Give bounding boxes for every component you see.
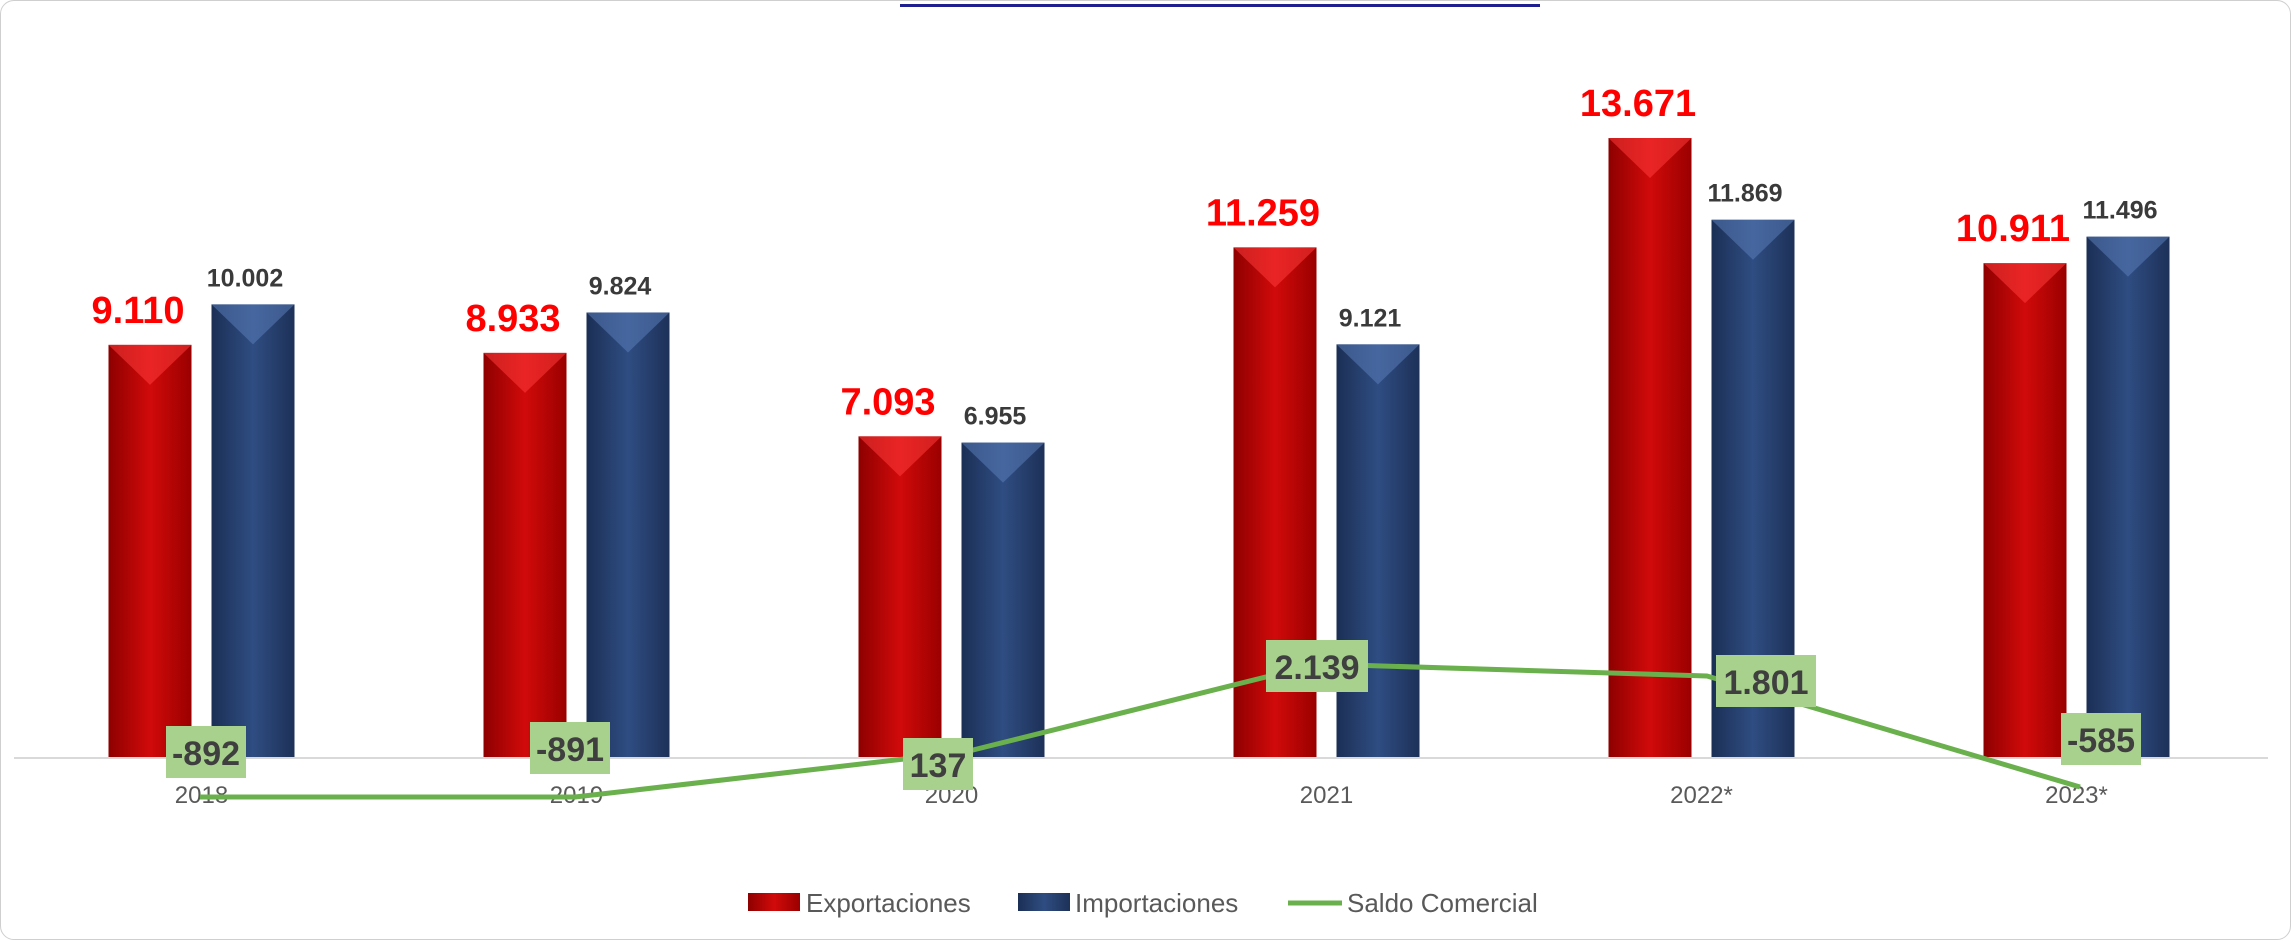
bar-exportaciones-2020 xyxy=(858,436,942,758)
bar-importaciones-bevel xyxy=(586,312,670,353)
saldo-label: -891 xyxy=(530,722,610,774)
bar-exportaciones-bevel xyxy=(1233,247,1317,288)
legend-swatch-importaciones xyxy=(1018,893,1070,911)
saldo-label-box xyxy=(2061,713,2141,765)
data-label-importaciones: 11.869 xyxy=(1707,180,1782,208)
legend-item-exportaciones: Exportaciones xyxy=(748,888,971,918)
saldo-label-text: 137 xyxy=(910,747,967,785)
saldo-label-text: 2.139 xyxy=(1274,649,1359,687)
bar-importaciones-bevel xyxy=(1711,219,1795,260)
bar-exportaciones-bevel xyxy=(1983,263,2067,304)
data-label-importaciones: 10.002 xyxy=(207,264,283,292)
saldo-label-text: -585 xyxy=(2067,722,2135,760)
bar-importaciones-2020 xyxy=(961,442,1045,758)
data-label-exportaciones: 11.259 xyxy=(1206,192,1320,234)
data-label-importaciones: 6.955 xyxy=(964,403,1027,431)
data-label-importaciones: 9.121 xyxy=(1339,304,1402,332)
saldo-label: 2.139 xyxy=(1266,640,1368,692)
saldo-label-text: 1.801 xyxy=(1723,664,1808,702)
bar-importaciones-2023 xyxy=(2086,236,2170,758)
legend-item-saldo-comercial: Saldo Comercial xyxy=(1288,888,1538,918)
saldo-label: -585 xyxy=(2061,713,2141,765)
data-label-exportaciones: 13.671 xyxy=(1580,83,1696,125)
data-label-exportaciones: 9.110 xyxy=(92,290,185,332)
saldo-label-box xyxy=(530,722,610,774)
saldo-label: 1.801 xyxy=(1716,655,1816,707)
bar-importaciones-bevel xyxy=(1336,344,1420,385)
x-tick-label: 2022* xyxy=(1670,782,1733,809)
saldo-label-box xyxy=(166,726,246,778)
bars-layer xyxy=(108,138,2170,758)
saldo-label-text: -892 xyxy=(172,735,240,773)
data-label-exportaciones: 8.933 xyxy=(465,298,560,340)
bar-exportaciones-bevel xyxy=(1608,138,1692,178)
title-fragment xyxy=(900,0,1540,7)
bar-exportaciones-bevel xyxy=(108,344,192,385)
legend-swatch-exportaciones xyxy=(748,893,800,911)
bar-importaciones-2019 xyxy=(586,312,670,758)
x-tick-label: 2021 xyxy=(1300,782,1353,809)
saldo-label-box xyxy=(1266,640,1368,692)
bar-exportaciones-2018 xyxy=(108,344,192,758)
bar-importaciones-2021 xyxy=(1336,344,1420,758)
bar-importaciones-bevel xyxy=(961,442,1045,483)
saldo-label: -892 xyxy=(166,726,246,778)
data-label-exportaciones: 10.911 xyxy=(1956,208,2070,250)
saldo-label: 137 xyxy=(903,738,973,790)
legend-label-importaciones: Importaciones xyxy=(1075,888,1238,918)
data-label-exportaciones: 7.093 xyxy=(840,381,935,423)
bar-exportaciones-2022 xyxy=(1608,138,1692,758)
bar-exportaciones-2023 xyxy=(1983,263,2067,758)
legend-label-saldo-comercial: Saldo Comercial xyxy=(1347,888,1538,918)
legend-item-importaciones: Importaciones xyxy=(1018,888,1238,918)
bar-importaciones-bevel xyxy=(211,304,295,345)
saldo-label-box xyxy=(903,738,973,790)
saldo-label-box xyxy=(1716,655,1816,707)
bar-exportaciones-bevel xyxy=(858,436,942,477)
legend: Exportaciones Importaciones Saldo Comerc… xyxy=(748,888,1538,918)
data-label-importaciones: 11.496 xyxy=(2082,197,2157,225)
bar-importaciones-bevel xyxy=(2086,236,2170,277)
saldo-label-text: -891 xyxy=(536,731,604,769)
saldo-line-layer: -892 -891 137 2.139 1.801 -585 xyxy=(166,640,2141,800)
bar-exportaciones-bevel xyxy=(483,352,567,393)
data-label-importaciones: 9.824 xyxy=(589,272,652,300)
legend-label-exportaciones: Exportaciones xyxy=(806,888,971,918)
bar-exportaciones-2019 xyxy=(483,352,567,758)
bar-importaciones-2018 xyxy=(211,304,295,758)
